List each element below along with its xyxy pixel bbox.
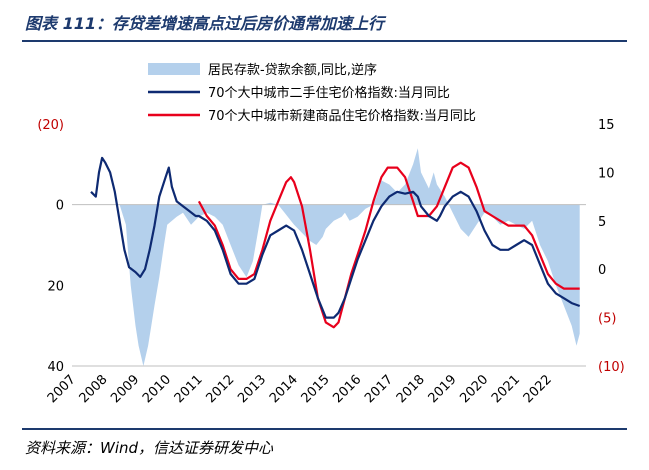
right-tick-label: 0 (598, 263, 606, 278)
newhome-price-line (197, 161, 580, 329)
x-tick-label: 2016 (330, 372, 364, 406)
secondhand-price-line (90, 156, 581, 319)
x-tick-label: 2018 (394, 372, 428, 406)
right-tick-label: 15 (598, 118, 615, 133)
chart: (20)02040151050(5)(10)200720082009201020… (37, 62, 625, 406)
x-tick-label: 2014 (267, 372, 301, 406)
right-tick-label: (10) (598, 360, 625, 375)
left-tick-label: 0 (56, 199, 64, 214)
legend-label: 70个大中城市二手住宅价格指数:当月同比 (208, 85, 450, 101)
source-note: 资料来源：Wind，信达证券研发中心 (25, 439, 274, 457)
right-tick-label: 5 (598, 215, 606, 230)
legend-label: 70个大中城市新建商品住宅价格指数:当月同比 (208, 108, 476, 124)
x-tick-label: 2009 (108, 372, 142, 406)
x-tick-label: 2007 (45, 372, 79, 406)
x-tick-label: 2010 (140, 372, 174, 406)
deposit-loan-area (103, 148, 580, 366)
x-tick-label: 2020 (457, 372, 491, 406)
right-tick-label: (5) (598, 312, 616, 327)
title-divider (22, 40, 627, 42)
left-tick-label: 40 (47, 360, 64, 375)
legend-swatch-area (148, 63, 200, 75)
x-tick-label: 2011 (172, 372, 206, 406)
left-tick-label: (20) (37, 118, 64, 133)
x-tick-label: 2019 (426, 372, 460, 406)
x-tick-label: 2013 (235, 372, 269, 406)
x-tick-label: 2017 (362, 372, 396, 406)
right-tick-label: 10 (598, 166, 615, 181)
x-tick-label: 2022 (521, 372, 555, 406)
title-bar: 图表 111：存贷差增速高点过后房价通常加速上行 (0, 0, 649, 44)
x-tick-label: 2021 (489, 372, 523, 406)
x-tick-label: 2012 (203, 372, 237, 406)
left-tick-label: 20 (47, 279, 64, 294)
x-tick-label: 2015 (299, 372, 333, 406)
legend-label: 居民存款-贷款余额,同比,逆序 (208, 62, 377, 78)
x-tick-label: 2008 (77, 372, 111, 406)
figure-title: 图表 111：存贷差增速高点过后房价通常加速上行 (25, 14, 384, 33)
footer-divider (22, 428, 627, 430)
